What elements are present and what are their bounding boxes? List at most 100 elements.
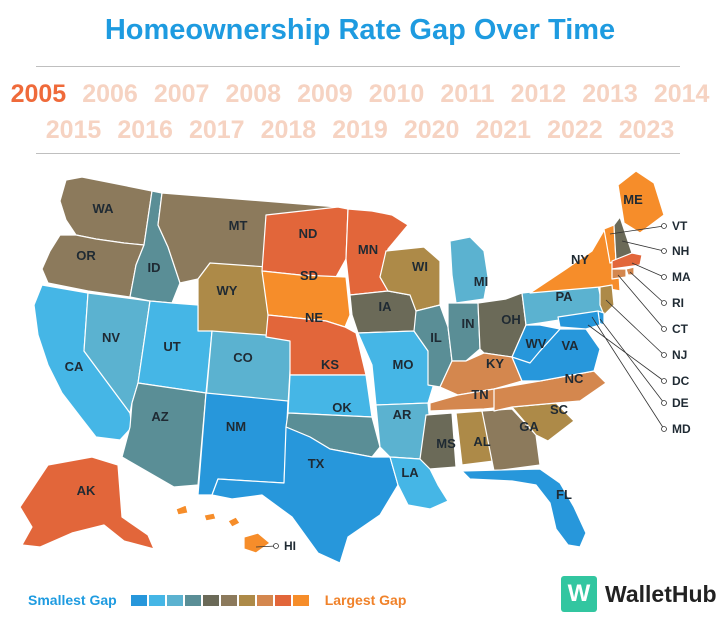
state-label-va: VA [561, 338, 579, 353]
legend-swatch-7 [238, 594, 255, 606]
state-label-sc: SC [550, 402, 569, 417]
page-title: Homeownership Rate Gap Over Time [104, 14, 616, 46]
state-label-ok: OK [332, 400, 352, 415]
year-tab-2008[interactable]: 2008 [225, 80, 282, 108]
state-label-id: ID [148, 260, 161, 275]
state-label-ia: IA [379, 299, 393, 314]
state-label-tx: TX [308, 456, 325, 471]
year-tab-2014[interactable]: 2014 [653, 80, 710, 108]
legend-swatch-5 [202, 594, 219, 606]
state-mi [449, 236, 489, 304]
year-tab-2013[interactable]: 2013 [582, 80, 638, 108]
state-label-nv: NV [102, 330, 120, 345]
year-tab-2007[interactable]: 2007 [153, 80, 210, 108]
year-tab-2009[interactable]: 2009 [297, 80, 353, 108]
year-tab-2012[interactable]: 2012 [510, 80, 567, 108]
state-label-or: OR [76, 248, 96, 263]
state-label-ms: MS [436, 436, 456, 451]
state-fl [461, 468, 587, 548]
state-label-ky: KY [486, 356, 504, 371]
callout-line-nh [621, 240, 665, 252]
state-ks [287, 374, 373, 418]
state-label-mn: MN [358, 242, 378, 257]
callout-label-nj: NJ [672, 348, 687, 362]
year-tab-2005[interactable]: 2005 [10, 80, 67, 108]
year-tab-2020[interactable]: 2020 [403, 116, 460, 144]
state-ga [481, 408, 541, 472]
state-label-tn: TN [471, 387, 488, 402]
state-label-wy: WY [217, 283, 238, 298]
state-label-ga: GA [519, 419, 539, 434]
callout-line-hi [255, 545, 277, 548]
state-me [617, 170, 665, 234]
legend-swatch-4 [184, 594, 201, 606]
callout-label-de: DE [672, 396, 689, 410]
callout-line-ma [631, 262, 665, 278]
us-map: WA OR CA NV ID MT WY UT AZ CO NM ND SD NE KS OK TX MN IA MO… [19, 170, 691, 564]
state-in [447, 302, 481, 362]
legend-swatch-9 [274, 594, 291, 606]
state-label-il: IL [430, 330, 442, 345]
callout-label-hi: HI [284, 539, 296, 553]
state-label-me: ME [623, 192, 643, 207]
state-label-ca: CA [65, 359, 84, 374]
state-nd [261, 206, 349, 278]
callout-dot-vt [661, 223, 667, 229]
callout-label-ma: MA [672, 270, 691, 284]
year-tab-2022[interactable]: 2022 [547, 116, 603, 144]
legend-swatch-2 [148, 594, 165, 606]
state-label-wv: WV [526, 336, 547, 351]
callout-dot-hi [273, 543, 279, 549]
state-label-mi: MI [474, 274, 488, 289]
year-tab-2023[interactable]: 2023 [618, 116, 675, 144]
state-ct [611, 268, 627, 280]
state-label-oh: OH [501, 312, 521, 327]
callout-dot-nj [661, 352, 667, 358]
legend-swatches [130, 594, 311, 606]
state-label-ny: NY [571, 252, 589, 267]
year-tab-2016[interactable]: 2016 [117, 116, 173, 144]
year-tab-2006[interactable]: 2006 [82, 80, 138, 108]
state-label-ut: UT [163, 339, 180, 354]
state-label-ar: AR [393, 407, 412, 422]
state-label-pa: PA [555, 289, 573, 304]
callout-dot-de [661, 400, 667, 406]
legend-high-label: Largest Gap [324, 592, 407, 608]
callout-line-nj [605, 299, 665, 356]
state-ri [625, 266, 635, 276]
state-hi [175, 504, 271, 554]
year-tab-2011[interactable]: 2011 [440, 80, 495, 108]
year-selector-row-2: 2015 2016 2017 2018 2019 2020 2021 2022 2023 [0, 116, 720, 145]
state-az [121, 382, 207, 488]
top-divider [36, 66, 680, 67]
year-tab-2010[interactable]: 2010 [368, 80, 425, 108]
state-label-wa: WA [93, 201, 115, 216]
state-label-la: LA [401, 465, 419, 480]
map-legend: Smallest Gap Largest Gap [28, 590, 406, 610]
callout-line-vt [609, 225, 665, 235]
state-label-mo: MO [393, 357, 414, 372]
state-label-in: IN [462, 316, 475, 331]
legend-swatch-8 [256, 594, 273, 606]
callout-label-md: MD [672, 422, 691, 436]
state-label-nm: NM [226, 419, 246, 434]
year-tab-2021[interactable]: 2021 [475, 116, 532, 144]
callout-label-ri: RI [672, 296, 684, 310]
callout-dot-nh [661, 248, 667, 254]
callout-label-vt: VT [672, 219, 688, 233]
state-label-az: AZ [151, 409, 168, 424]
state-label-co: CO [233, 350, 253, 365]
year-tab-2015[interactable]: 2015 [45, 116, 102, 144]
year-tab-2017[interactable]: 2017 [188, 116, 245, 144]
year-tab-2019[interactable]: 2019 [332, 116, 388, 144]
state-label-al: AL [473, 434, 490, 449]
state-label-mt: MT [229, 218, 248, 233]
legend-low-label: Smallest Gap [28, 592, 117, 608]
legend-swatch-3 [166, 594, 183, 606]
state-label-wi: WI [412, 259, 428, 274]
callout-line-ct [617, 274, 665, 330]
year-tab-2018[interactable]: 2018 [260, 116, 317, 144]
year-selector-row-1: 2005 2006 2007 2008 2009 2010 2011 2012 2013 2014 [0, 80, 720, 109]
bottom-divider [36, 153, 680, 154]
callout-dot-ct [661, 326, 667, 332]
